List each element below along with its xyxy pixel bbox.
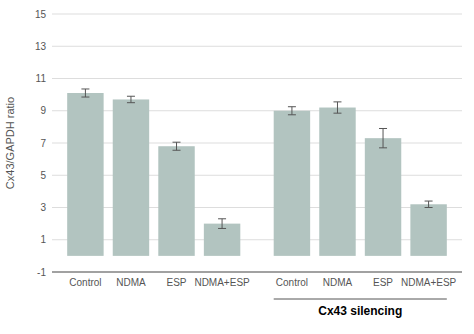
x-axis: Control NDMA ESP NDMA+ESP Control NDMA ESP NDMA… xyxy=(69,277,456,288)
y-tick-label: 3 xyxy=(40,202,46,213)
grid-line xyxy=(52,46,462,47)
x-tick-label: ESP xyxy=(373,277,393,288)
error-bar xyxy=(127,96,135,102)
x-tick-label: NDMA+ESP xyxy=(194,277,250,288)
x-tick-label: Control xyxy=(69,277,101,288)
annotation-bracket xyxy=(274,299,447,300)
y-tick-label: 15 xyxy=(35,9,47,20)
bar xyxy=(365,138,401,256)
chart: -113579111315Cx43/GAPDH ratioControlNDMA… xyxy=(0,0,474,334)
y-tick-label: 1 xyxy=(40,234,46,245)
bar xyxy=(67,93,103,256)
y-tick-label: 13 xyxy=(35,41,47,52)
y-tick-label: -1 xyxy=(37,267,46,278)
y-tick-label: 11 xyxy=(36,73,47,84)
y-tick-label: 7 xyxy=(40,138,46,149)
error-bar xyxy=(81,89,89,97)
error-bar xyxy=(333,102,341,113)
chart-container: -113579111315Cx43/GAPDH ratioControlNDMA… xyxy=(0,0,474,334)
x-tick-label: NDMA xyxy=(323,277,353,288)
grid-line xyxy=(52,14,462,15)
error-bar xyxy=(425,201,433,207)
error-bar xyxy=(173,142,181,150)
y-axis: -113579111315 xyxy=(35,9,462,278)
x-tick-label: NDMA xyxy=(116,277,146,288)
y-tick-label: 5 xyxy=(40,170,46,181)
x-axis-line xyxy=(52,272,462,273)
error-bar xyxy=(218,219,226,229)
bar xyxy=(204,224,240,256)
bar xyxy=(410,204,446,256)
x-tick-label: Control xyxy=(276,277,308,288)
bar xyxy=(319,108,355,256)
y-axis-label: Cx43/GAPDH ratio xyxy=(4,97,16,189)
bar xyxy=(158,146,194,256)
y-tick-label: 9 xyxy=(40,105,46,116)
annotation: Cx43 silencing xyxy=(318,304,402,318)
x-tick-label: NDMA+ESP xyxy=(401,277,457,288)
x-tick-label: ESP xyxy=(167,277,187,288)
bar xyxy=(274,111,310,256)
grid-line xyxy=(52,272,462,273)
bar xyxy=(113,99,149,255)
error-bar xyxy=(379,128,387,147)
error-bar xyxy=(288,107,296,115)
grid-line xyxy=(52,78,462,79)
bars xyxy=(67,89,447,256)
